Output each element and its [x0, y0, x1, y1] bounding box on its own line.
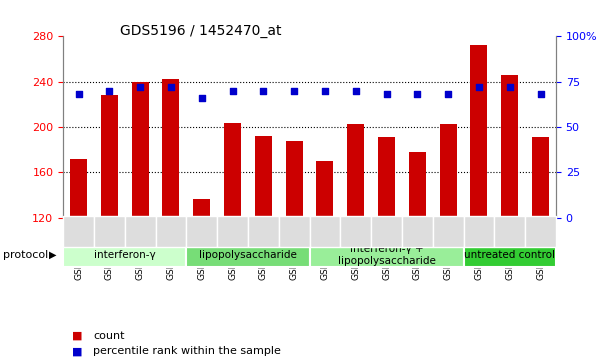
- Bar: [463, 216, 494, 247]
- Bar: [463, 243, 556, 267]
- Text: percentile rank within the sample: percentile rank within the sample: [93, 346, 281, 356]
- Text: untreated control: untreated control: [464, 250, 555, 260]
- Point: [351, 88, 361, 94]
- Bar: [494, 216, 525, 247]
- Bar: [156, 216, 186, 247]
- Text: interferon-γ: interferon-γ: [94, 250, 156, 260]
- Bar: [340, 216, 371, 247]
- Text: ■: ■: [72, 331, 82, 341]
- Bar: [224, 122, 241, 218]
- Bar: [101, 95, 118, 218]
- Point: [382, 91, 391, 97]
- Point: [74, 91, 84, 97]
- Point: [197, 95, 207, 101]
- Bar: [162, 79, 179, 218]
- Text: ■: ■: [72, 346, 82, 356]
- Text: interferon-γ +
lipopolysaccharide: interferon-γ + lipopolysaccharide: [338, 244, 436, 266]
- Point: [105, 88, 114, 94]
- Point: [320, 88, 330, 94]
- Bar: [378, 137, 395, 218]
- Point: [444, 91, 453, 97]
- Bar: [371, 216, 402, 247]
- Bar: [285, 140, 302, 218]
- Bar: [186, 216, 217, 247]
- Bar: [525, 216, 556, 247]
- Bar: [310, 243, 463, 267]
- Bar: [63, 216, 94, 247]
- Bar: [347, 124, 364, 218]
- Bar: [471, 45, 487, 218]
- Point: [474, 84, 484, 90]
- Bar: [63, 243, 186, 267]
- Bar: [217, 216, 248, 247]
- Bar: [501, 75, 518, 218]
- Bar: [194, 199, 210, 218]
- Text: ▶: ▶: [49, 250, 56, 260]
- Bar: [248, 216, 279, 247]
- Bar: [402, 216, 433, 247]
- Bar: [279, 216, 310, 247]
- Text: count: count: [93, 331, 124, 341]
- Bar: [124, 216, 156, 247]
- Point: [289, 88, 299, 94]
- Bar: [255, 136, 272, 218]
- Text: protocol: protocol: [3, 250, 48, 260]
- Point: [412, 91, 422, 97]
- Point: [258, 88, 268, 94]
- Bar: [70, 159, 87, 218]
- Point: [535, 91, 545, 97]
- Bar: [317, 161, 334, 218]
- Bar: [94, 216, 125, 247]
- Point: [135, 84, 145, 90]
- Bar: [409, 152, 426, 218]
- Bar: [310, 216, 340, 247]
- Text: lipopolysaccharide: lipopolysaccharide: [199, 250, 297, 260]
- Bar: [186, 243, 310, 267]
- Point: [228, 88, 237, 94]
- Text: GDS5196 / 1452470_at: GDS5196 / 1452470_at: [120, 24, 282, 38]
- Point: [505, 84, 514, 90]
- Bar: [532, 137, 549, 218]
- Bar: [132, 82, 148, 218]
- Bar: [440, 124, 457, 218]
- Bar: [433, 216, 463, 247]
- Point: [166, 84, 175, 90]
